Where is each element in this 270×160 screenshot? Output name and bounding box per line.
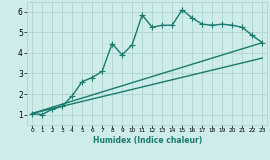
X-axis label: Humidex (Indice chaleur): Humidex (Indice chaleur)	[93, 136, 202, 145]
